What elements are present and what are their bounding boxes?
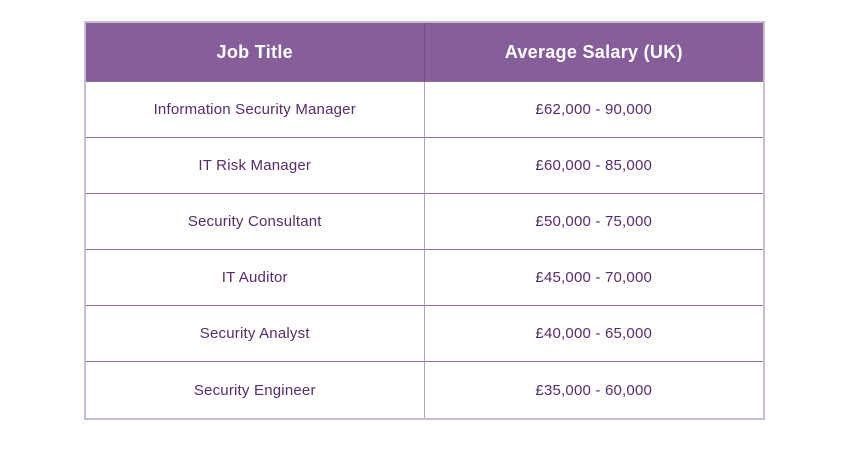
job-title-cell: Security Consultant [86, 194, 425, 250]
table-header-row: Job Title Average Salary (UK) [86, 23, 763, 82]
salary-cell: £35,000 - 60,000 [424, 362, 763, 418]
column-header-average-salary: Average Salary (UK) [424, 23, 763, 82]
job-title-cell: Security Analyst [86, 306, 425, 362]
job-title-cell: IT Auditor [86, 250, 425, 306]
column-header-job-title: Job Title [86, 23, 425, 82]
job-title-cell: Security Engineer [86, 362, 425, 418]
job-title-cell: Information Security Manager [86, 82, 425, 138]
table-header: Job Title Average Salary (UK) [86, 23, 763, 82]
table-row: IT Auditor £45,000 - 70,000 [86, 250, 763, 306]
salary-table: Job Title Average Salary (UK) Informatio… [84, 21, 765, 420]
salary-cell: £62,000 - 90,000 [424, 82, 763, 138]
table-body: Information Security Manager £62,000 - 9… [86, 82, 763, 418]
job-title-cell: IT Risk Manager [86, 138, 425, 194]
table-row: Security Consultant £50,000 - 75,000 [86, 194, 763, 250]
table-row: Information Security Manager £62,000 - 9… [86, 82, 763, 138]
table-row: Security Engineer £35,000 - 60,000 [86, 362, 763, 418]
table-row: IT Risk Manager £60,000 - 85,000 [86, 138, 763, 194]
salary-cell: £40,000 - 65,000 [424, 306, 763, 362]
salary-cell: £45,000 - 70,000 [424, 250, 763, 306]
salary-cell: £50,000 - 75,000 [424, 194, 763, 250]
salary-cell: £60,000 - 85,000 [424, 138, 763, 194]
table-row: Security Analyst £40,000 - 65,000 [86, 306, 763, 362]
